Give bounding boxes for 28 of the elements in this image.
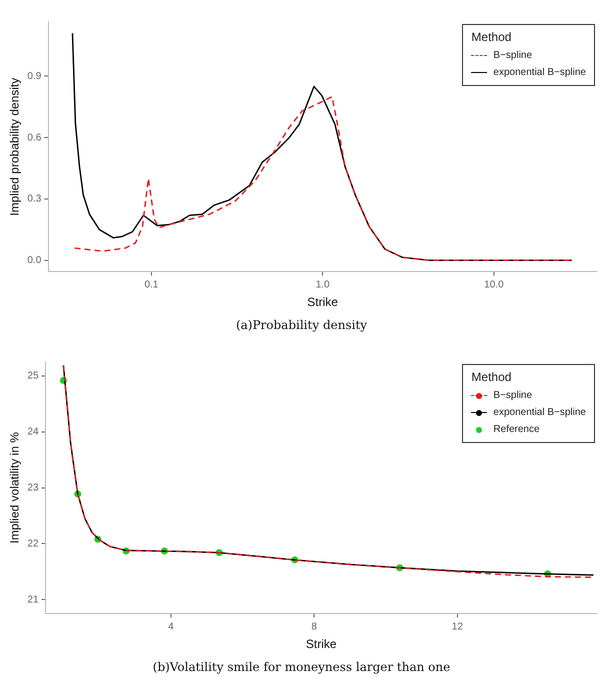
y-tick-label: 23 [27, 482, 39, 494]
y-tick-label: 22 [27, 538, 39, 550]
x-tick-label: 12 [452, 621, 464, 632]
x-axis-title: Strike [307, 295, 338, 310]
legend-title: Method [471, 370, 512, 384]
text: (a)Probability density [234, 318, 368, 332]
y-tick-label: 0.0 [27, 255, 42, 266]
y-tick-label: 0.3 [27, 194, 42, 205]
y-tick-label: 25 [27, 370, 39, 382]
y-axis-title: Implied volatility in % [8, 432, 22, 544]
y-tick-label: 0.6 [27, 132, 42, 144]
legend-label: exponential B−spline [493, 407, 586, 418]
legend-label: Reference [493, 424, 540, 435]
y-tick-label: 0.9 [27, 70, 42, 82]
y-axis-title: Implied probability density [8, 78, 22, 216]
legend-title: Method [471, 30, 512, 44]
x-tick-label: 4 [168, 621, 174, 632]
legend-label: B−spline [493, 390, 532, 401]
legend-label: B−spline [493, 50, 532, 61]
y-tick-label: 24 [27, 426, 39, 438]
x-tick-label: 10.0 [484, 279, 504, 290]
x-tick-label: 0.1 [144, 279, 159, 290]
y-tick-label: 21 [27, 594, 39, 606]
legend-label: exponential B−spline [493, 67, 586, 78]
x-axis-title: Strike [306, 637, 337, 652]
x-tick-label: 1.0 [316, 279, 330, 290]
x-tick-label: 8 [311, 621, 318, 632]
text: (b)Volatility smile for moneyness larger than one [152, 660, 452, 674]
